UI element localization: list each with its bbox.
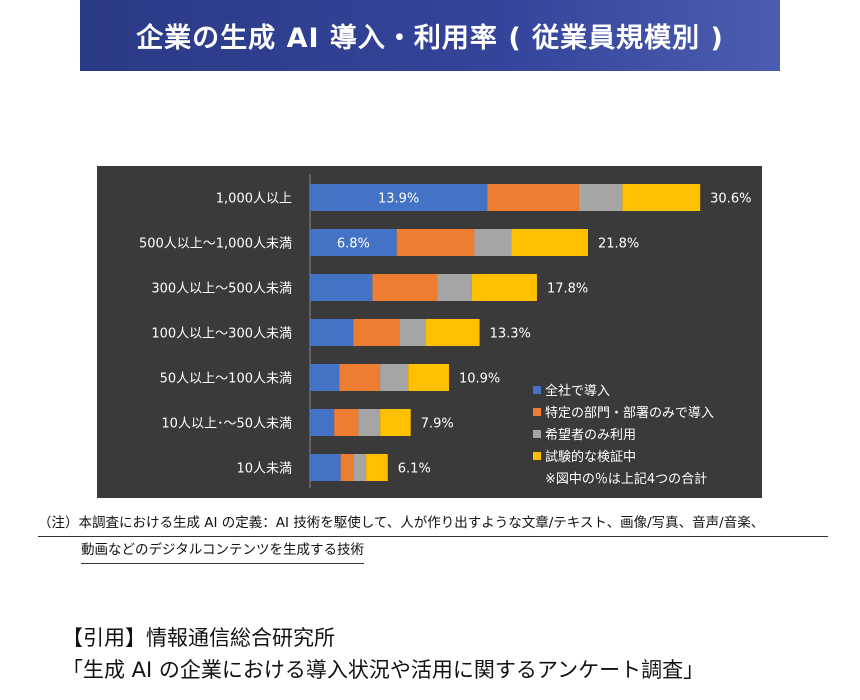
citation-survey-title: 「生成 AI の企業における導入状況や活用に関するアンケート調査」: [62, 658, 705, 682]
definition-note-line-2: 動画などのデジタルコンテンツを生成する技術: [81, 537, 364, 564]
bar-segment-2: [339, 364, 381, 391]
bar-segment-1: [310, 454, 341, 481]
chart-panel: 1,000人以上 13.9% 30.6% 500人以上〜1,000人未満 6.8% 21.…: [97, 166, 762, 498]
bar-segment-3: [399, 319, 427, 346]
bar-segment-2: [372, 274, 438, 301]
bar-segment-2: [340, 454, 354, 481]
legend-entry-2: 特定の部門・部署のみで導入: [545, 406, 714, 421]
bar-segment-4: [622, 184, 701, 211]
legend-swatch-1: [533, 386, 541, 394]
bar-segment-1: [310, 319, 354, 346]
total-label: 13.3%: [490, 327, 531, 342]
bar-segment-4: [511, 229, 588, 256]
category-label: 500人以上〜1,000人未満: [139, 237, 292, 252]
page-title-text: 企業の生成 AI 導入・利用率 ( 従業員規模別 ): [136, 23, 724, 54]
category-label: 10人以上･〜50人未満: [161, 417, 292, 432]
total-label: 17.8%: [547, 282, 588, 297]
bar-segment-1: [310, 274, 373, 301]
citation: 【引用】情報通信総合研究所 「生成 AI の企業における導入状況や活用に関するア…: [62, 622, 704, 686]
bar-segment-4: [366, 454, 388, 481]
bar-segment-2: [396, 229, 475, 256]
citation-source: 【引用】情報通信総合研究所: [62, 626, 335, 650]
bar-segment-4: [408, 364, 449, 391]
bar-segment-3: [474, 229, 512, 256]
bar-segment-1: [310, 364, 340, 391]
category-label: 10人未満: [236, 462, 292, 477]
legend-entry-3: 希望者のみ利用: [545, 427, 636, 443]
bar-segment-2: [353, 319, 400, 346]
legend-swatch-2: [533, 408, 541, 416]
definition-note-line-1: （注）本調査における生成 AI の定義：AI 技術を駆使して、人が作り出すような…: [38, 510, 828, 537]
stacked-bar-chart: 1,000人以上 13.9% 30.6% 500人以上〜1,000人未満 6.8% 21.…: [139, 174, 751, 488]
definition-note: （注）本調査における生成 AI の定義：AI 技術を駆使して、人が作り出すような…: [38, 510, 828, 564]
category-label: 50人以上〜100人未満: [160, 372, 292, 387]
page-title: 企業の生成 AI 導入・利用率 ( 従業員規模別 ): [80, 0, 780, 71]
legend-note: ※図中の％は上記4つの合計: [545, 471, 707, 487]
category-label: 300人以上〜500人未満: [151, 282, 292, 297]
total-label: 21.8%: [598, 237, 639, 252]
bar-segment-2: [487, 184, 580, 211]
category-label: 1,000人以上: [216, 192, 292, 207]
bar-segment-3: [358, 409, 381, 436]
legend-entry-1: 全社で導入: [545, 383, 610, 399]
legend-swatch-4: [533, 452, 541, 460]
bar-segment-2: [334, 409, 359, 436]
data-label: 6.8%: [337, 237, 370, 252]
bar-segment-3: [380, 364, 409, 391]
total-label: 10.9%: [459, 372, 500, 387]
bar-segment-4: [426, 319, 480, 346]
bar-segment-3: [353, 454, 367, 481]
category-label: 100人以上〜300人未満: [151, 327, 292, 342]
bar-segment-3: [437, 274, 472, 301]
bar-segment-3: [579, 184, 623, 211]
legend-swatch-3: [533, 430, 541, 438]
total-label: 7.9%: [421, 417, 454, 432]
bar-segment-1: [310, 229, 397, 256]
bar-segment-1: [310, 184, 488, 211]
total-label: 30.6%: [710, 192, 751, 207]
legend-entry-4: 試験的な検証中: [545, 449, 636, 465]
total-label: 6.1%: [398, 462, 431, 477]
bar-segment-4: [471, 274, 537, 301]
bar-segment-1: [310, 409, 335, 436]
bar-segment-4: [380, 409, 411, 436]
data-label: 13.9%: [378, 192, 419, 207]
